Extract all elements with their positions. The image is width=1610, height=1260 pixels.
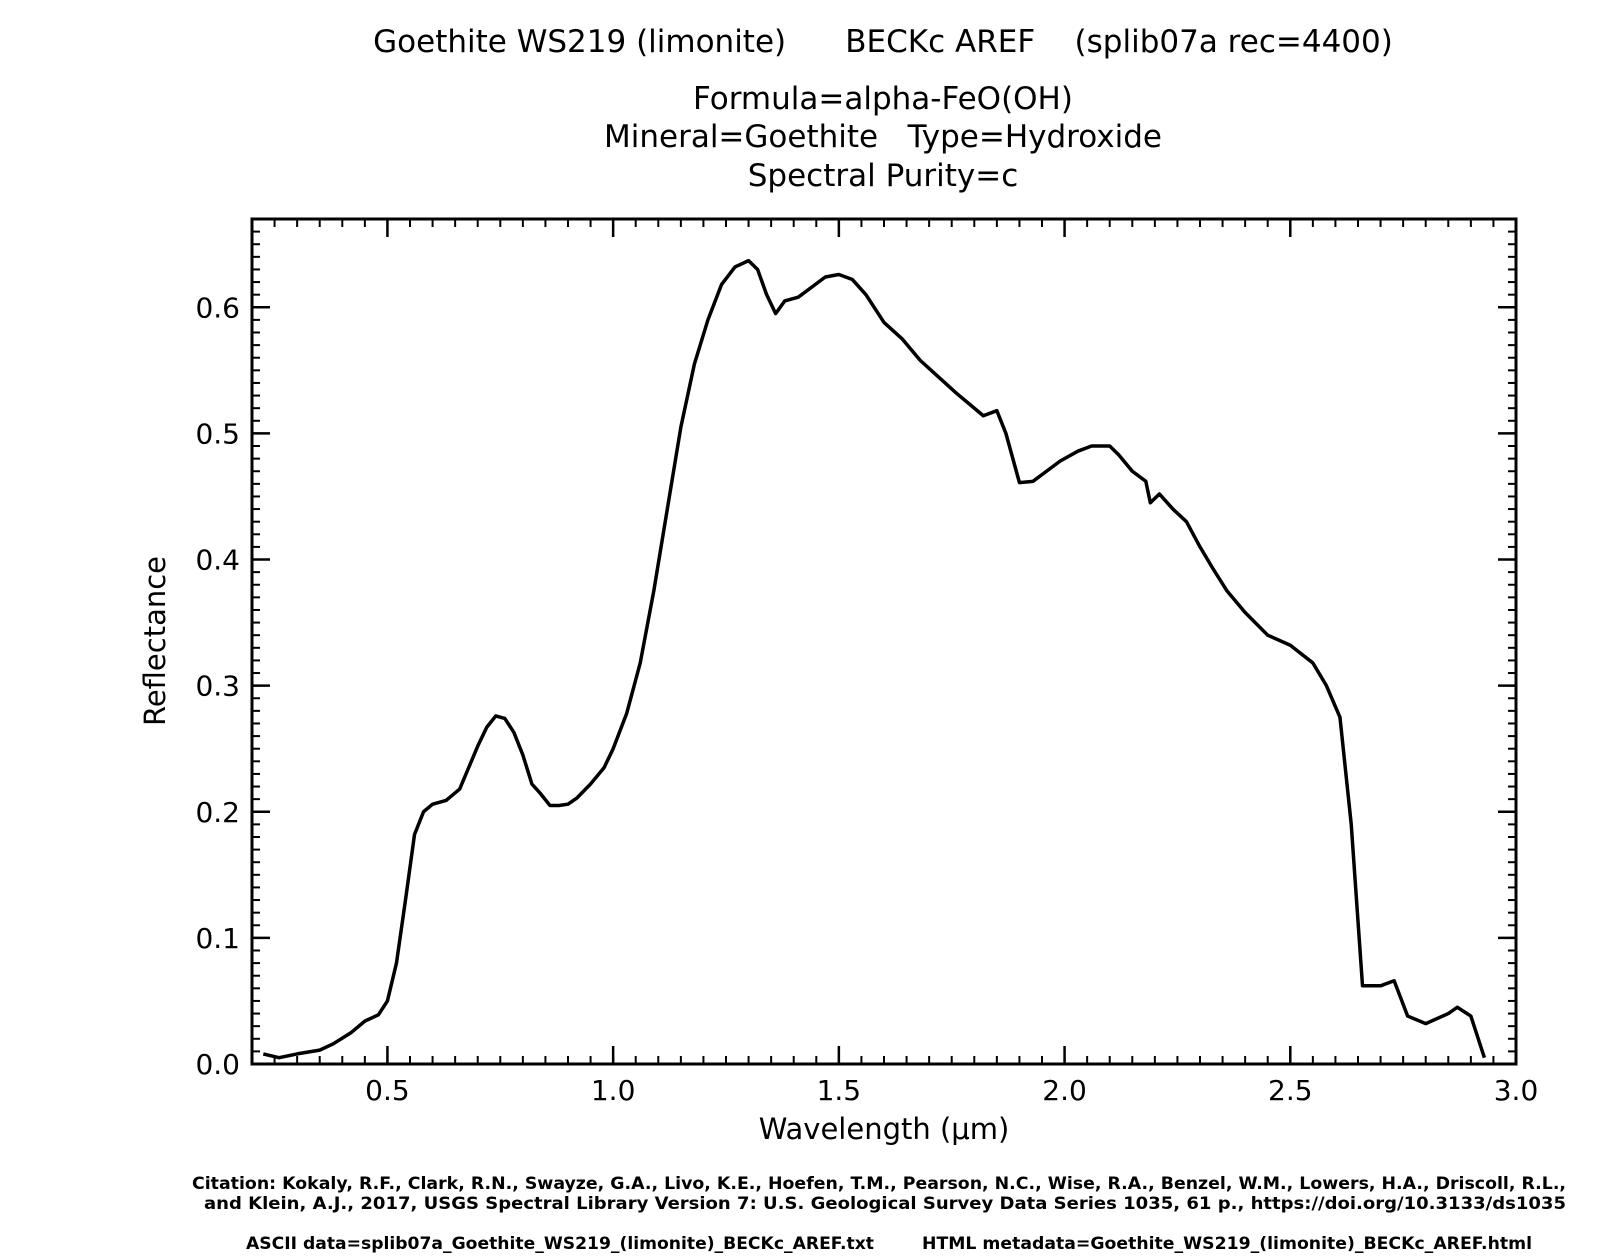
y-tick-label: 0.6 [195, 291, 240, 324]
y-tick-label: 0.2 [195, 796, 240, 829]
citation-block: Citation: Kokaly, R.F., Clark, R.N., Swa… [192, 1174, 1566, 1254]
x-tick-label: 3.0 [1494, 1074, 1539, 1107]
title-line-3: Mineral=Goethite Type=Hydroxide [604, 119, 1162, 155]
x-tick-label: 1.0 [591, 1074, 636, 1107]
citation-line-1: Citation: Kokaly, R.F., Clark, R.N., Swa… [192, 1174, 1566, 1194]
title-line-4: Spectral Purity=c [748, 158, 1019, 194]
y-axis-label: Reflectance [138, 556, 172, 726]
x-tick-label: 1.5 [817, 1074, 862, 1107]
x-axis-ticks: 0.5 1.0 1.5 2.0 2.5 3.0 [365, 219, 1538, 1107]
chart-title: Goethite WS219 (limonite) BECKc AREF (sp… [373, 24, 1393, 194]
x-tick-label: 0.5 [365, 1074, 410, 1107]
x-axis-label: Wavelength (μm) [759, 1112, 1010, 1146]
minor-ticks [252, 219, 1516, 1064]
title-line-2: Formula=alpha-FeO(OH) [693, 81, 1073, 117]
html-metadata-filename: HTML metadata=Goethite_WS219_(limonite)_… [922, 1234, 1532, 1254]
x-tick-label: 2.0 [1042, 1074, 1087, 1107]
series-line-reflectance [262, 258, 1487, 1060]
citation-line-2: and Klein, A.J., 2017, USGS Spectral Lib… [204, 1194, 1566, 1214]
x-tick-label: 2.5 [1268, 1074, 1313, 1107]
y-tick-label: 0.4 [195, 544, 240, 577]
ascii-data-filename: ASCII data=splib07a_Goethite_WS219_(limo… [246, 1234, 874, 1254]
y-tick-label: 0.5 [195, 417, 240, 450]
title-line-1: Goethite WS219 (limonite) BECKc AREF (sp… [373, 24, 1393, 60]
y-tick-label: 0.0 [195, 1048, 240, 1081]
y-axis-ticks: 0.0 0.1 0.2 0.3 0.4 0.5 0.6 [195, 291, 1516, 1081]
y-tick-label: 0.3 [195, 670, 240, 703]
plot-frame [250, 217, 1518, 1066]
y-tick-label: 0.1 [195, 922, 240, 955]
